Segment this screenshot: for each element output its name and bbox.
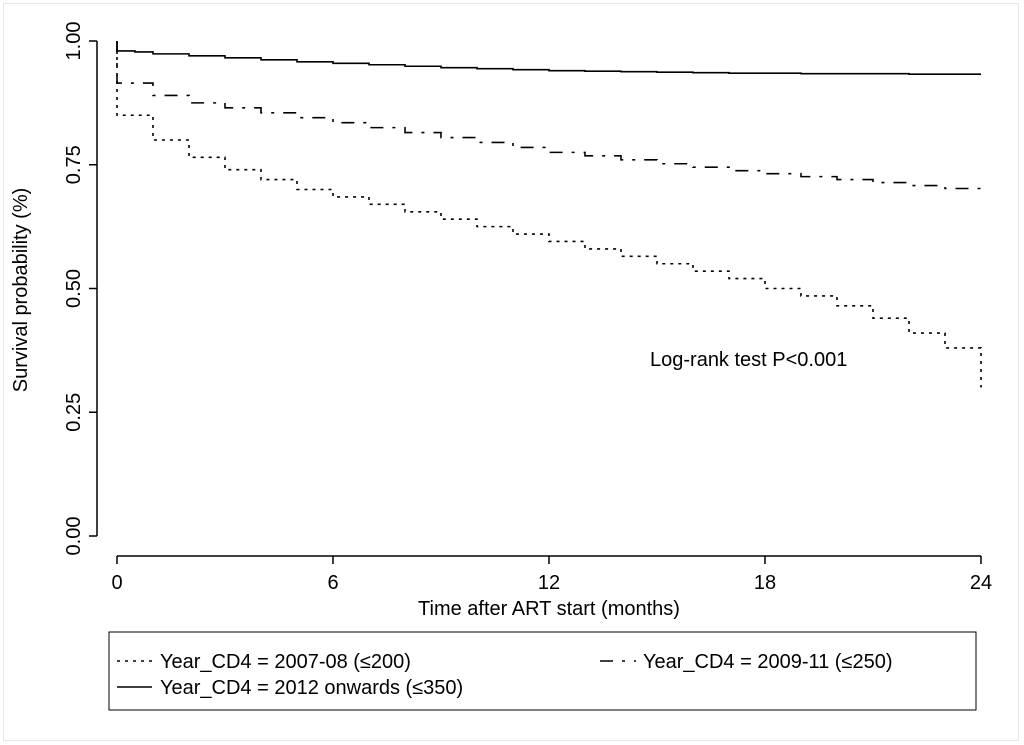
annotation-logrank: Log-rank test P<0.001 — [650, 349, 847, 371]
curve-2007-08 — [116, 41, 982, 388]
x-tick-label: 24 — [970, 572, 992, 594]
chart-frame — [3, 3, 1019, 741]
y-axis-label: Survival probability (%) — [10, 188, 32, 393]
legend-box — [108, 631, 977, 711]
legend: Year_CD4 = 2007-08 (≤200) Year_CD4 = 200… — [108, 631, 977, 711]
curve-2009-11 — [116, 41, 982, 195]
x-tick-label: 6 — [327, 572, 338, 594]
y-tick-label: 0.00 — [63, 517, 85, 556]
y-tick-label: 0.75 — [63, 145, 85, 184]
legend-label-2012-onwards: Year_CD4 = 2012 onwards (≤350) — [160, 677, 463, 699]
y-tick-label: 0.50 — [63, 269, 85, 308]
y-ticks: 0.00 0.25 0.50 0.75 1.00 — [63, 22, 97, 556]
x-tick-label: 12 — [538, 572, 560, 594]
axes — [96, 41, 981, 557]
series-group — [116, 41, 982, 388]
y-tick-label: 1.00 — [63, 22, 85, 61]
curve-2012-onwards — [116, 41, 981, 75]
legend-label-2007-08: Year_CD4 = 2007-08 (≤200) — [160, 651, 411, 673]
x-axis-label: Time after ART start (months) — [418, 598, 680, 620]
legend-label-2009-11: Year_CD4 = 2009-11 (≤250) — [643, 651, 892, 673]
y-tick-label: 0.25 — [63, 393, 85, 432]
x-tick-label: 18 — [754, 572, 776, 594]
x-tick-label: 0 — [111, 572, 122, 594]
x-ticks: 0 6 12 18 24 — [111, 556, 992, 594]
